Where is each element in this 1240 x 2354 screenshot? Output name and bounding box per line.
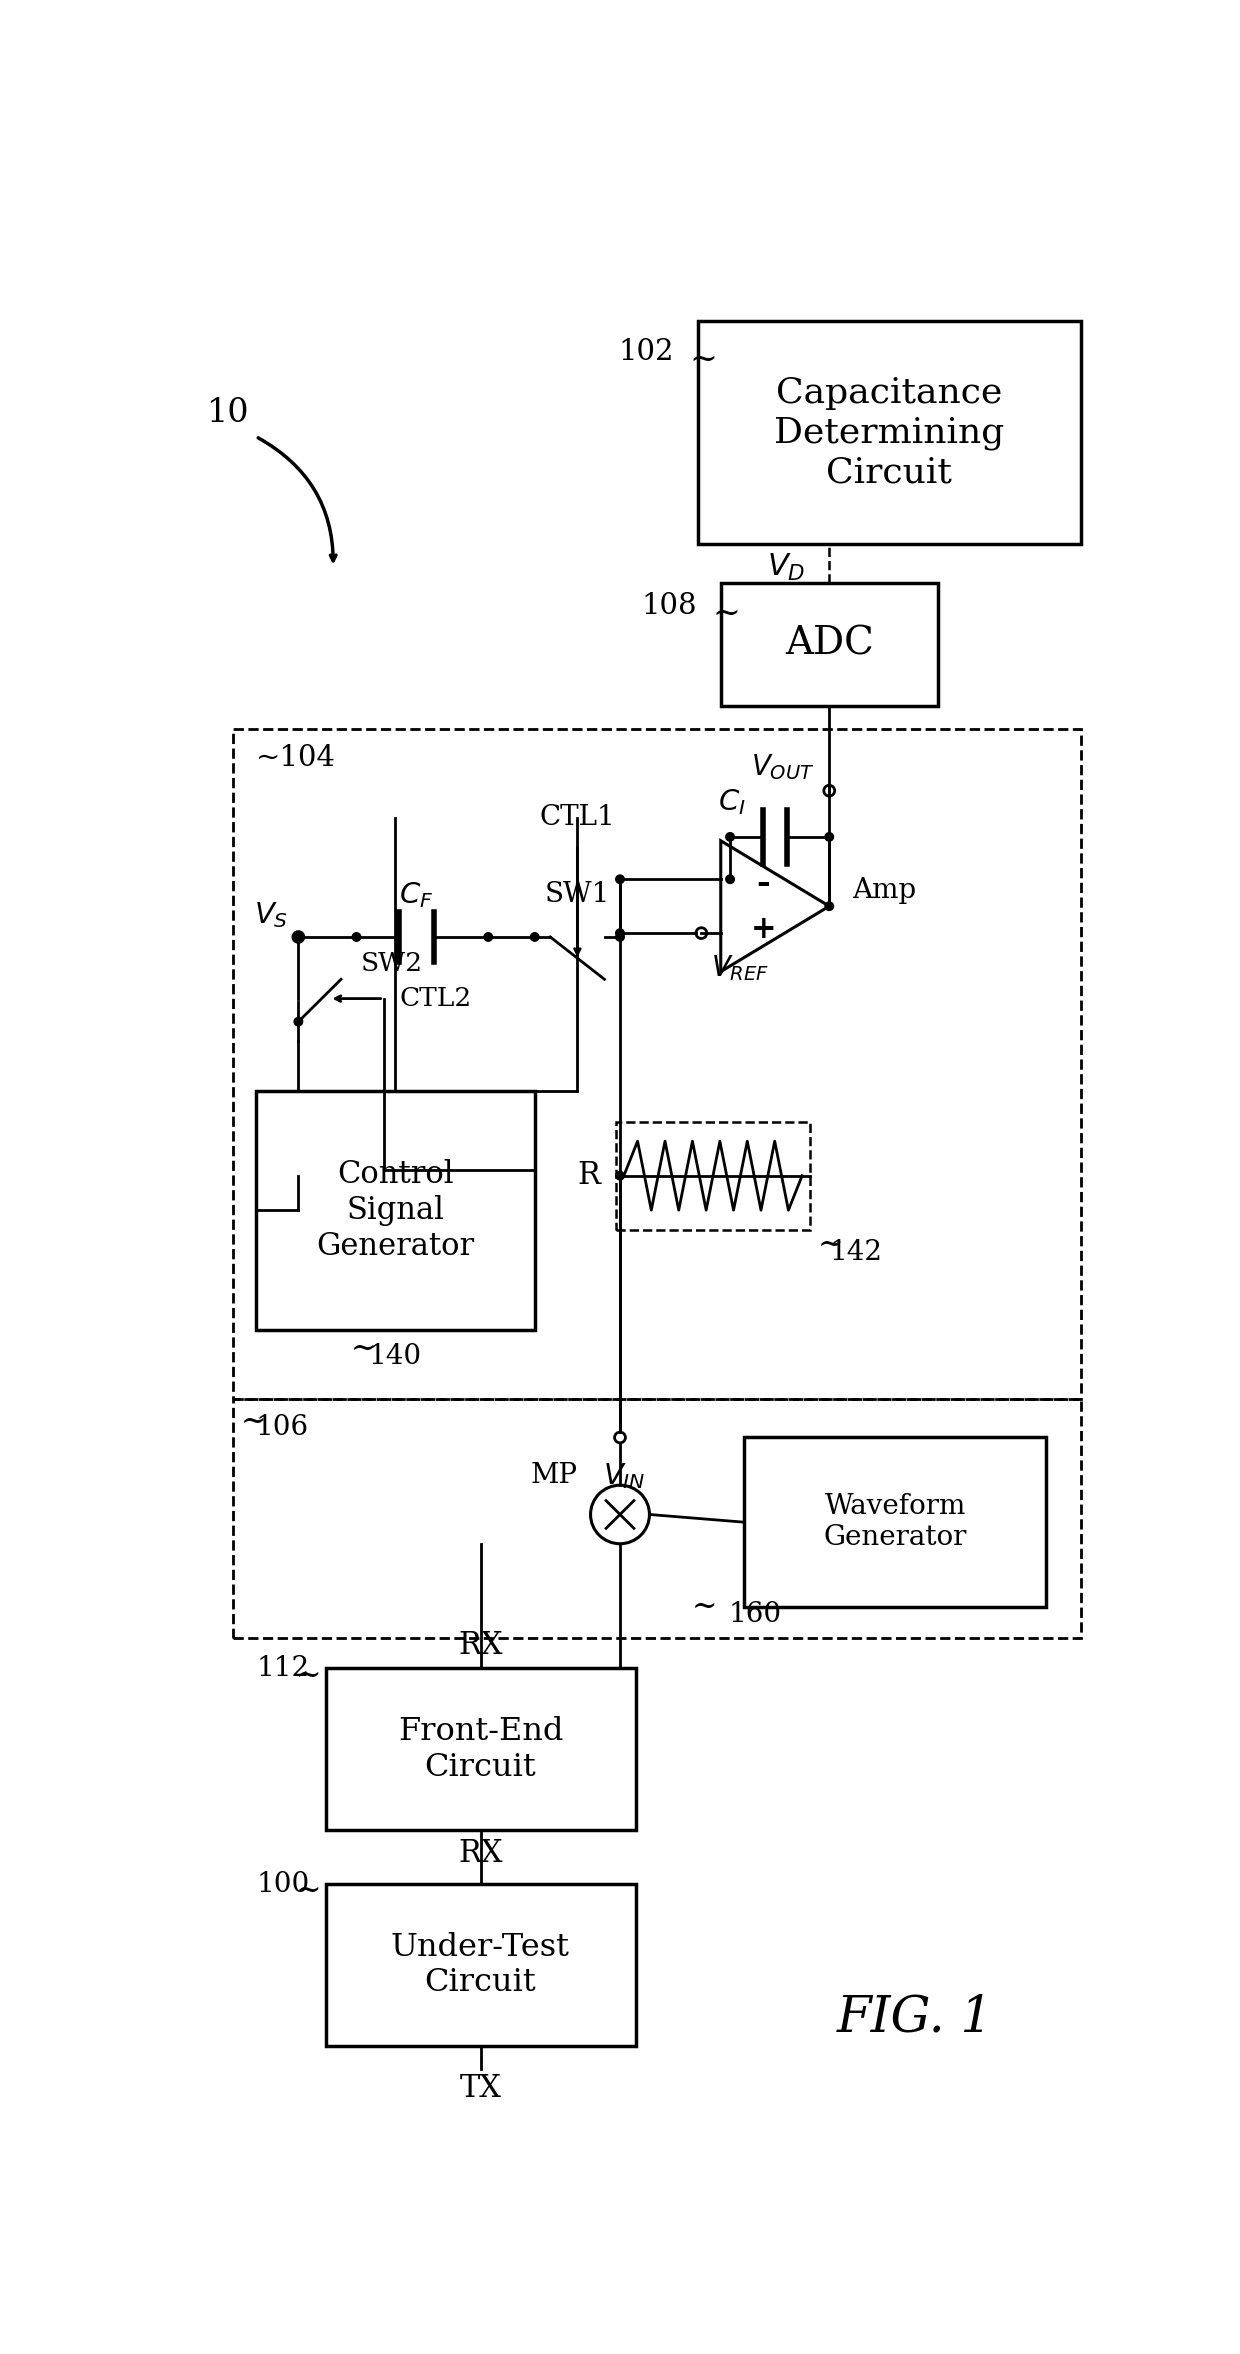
- Text: RX: RX: [459, 1838, 502, 1869]
- Bar: [325, 1883, 635, 2046]
- Text: Front-End
Circuit: Front-End Circuit: [398, 1716, 563, 1782]
- Text: ~: ~: [817, 1229, 843, 1259]
- Text: $C_I$: $C_I$: [718, 786, 746, 817]
- Text: $V_{REF}$: $V_{REF}$: [711, 953, 769, 982]
- Text: 112: 112: [257, 1655, 310, 1683]
- Text: SW1: SW1: [544, 880, 610, 909]
- Text: ~: ~: [296, 1660, 321, 1693]
- Text: TX: TX: [460, 2072, 501, 2104]
- Text: ~104: ~104: [255, 744, 336, 772]
- Text: ~: ~: [241, 1408, 265, 1438]
- Circle shape: [531, 932, 539, 942]
- Circle shape: [484, 932, 492, 942]
- Text: ~: ~: [351, 1332, 376, 1365]
- Text: Capacitance
Determining
Circuit: Capacitance Determining Circuit: [774, 377, 1004, 490]
- Text: FIG. 1: FIG. 1: [836, 1994, 993, 2043]
- Text: -: -: [756, 866, 770, 899]
- Text: R: R: [578, 1161, 600, 1191]
- Circle shape: [294, 932, 303, 942]
- Text: RX: RX: [459, 1629, 502, 1662]
- Text: SW2: SW2: [361, 951, 423, 977]
- Text: $V_S$: $V_S$: [254, 902, 289, 930]
- Text: Under-Test
Circuit: Under-Test Circuit: [391, 1933, 570, 1999]
- Circle shape: [725, 876, 734, 883]
- Circle shape: [725, 833, 734, 840]
- Text: 140: 140: [368, 1344, 422, 1370]
- Text: 102: 102: [619, 337, 675, 365]
- Text: ~: ~: [689, 344, 718, 377]
- Circle shape: [825, 902, 833, 911]
- Circle shape: [616, 876, 624, 883]
- Circle shape: [294, 1017, 303, 1026]
- Bar: [233, 1398, 1081, 1638]
- Text: 100: 100: [257, 1871, 310, 1897]
- Text: $V_D$: $V_D$: [768, 551, 806, 584]
- Circle shape: [825, 833, 833, 840]
- Text: CTL1: CTL1: [539, 805, 615, 831]
- Text: ~: ~: [713, 598, 740, 629]
- Text: ~: ~: [692, 1591, 717, 1622]
- Bar: [325, 1669, 635, 1829]
- Text: 10: 10: [207, 398, 250, 428]
- Bar: [697, 320, 1081, 544]
- Bar: [744, 1438, 1047, 1608]
- Text: 160: 160: [729, 1601, 781, 1629]
- Text: Amp: Amp: [853, 878, 916, 904]
- Circle shape: [616, 930, 624, 937]
- Text: CTL2: CTL2: [399, 986, 471, 1012]
- Text: ADC: ADC: [785, 626, 874, 664]
- Circle shape: [616, 932, 624, 942]
- Text: $V_{OUT}$: $V_{OUT}$: [751, 753, 815, 782]
- Circle shape: [352, 932, 361, 942]
- Text: 108: 108: [642, 591, 697, 619]
- Text: Control
Signal
Generator: Control Signal Generator: [316, 1158, 475, 1262]
- Bar: [720, 584, 937, 706]
- Circle shape: [616, 1172, 624, 1179]
- Text: $C_F$: $C_F$: [399, 880, 433, 909]
- Bar: [255, 1090, 534, 1330]
- Text: Waveform
Generator: Waveform Generator: [823, 1492, 967, 1551]
- Text: +: +: [750, 913, 776, 944]
- Text: 106: 106: [255, 1415, 309, 1441]
- Text: ~: ~: [296, 1876, 321, 1907]
- Bar: [616, 1123, 810, 1229]
- Text: MP: MP: [531, 1462, 578, 1490]
- Bar: [233, 730, 1081, 1398]
- Text: 142: 142: [830, 1238, 883, 1266]
- Text: $V_{IN}$: $V_{IN}$: [603, 1462, 645, 1490]
